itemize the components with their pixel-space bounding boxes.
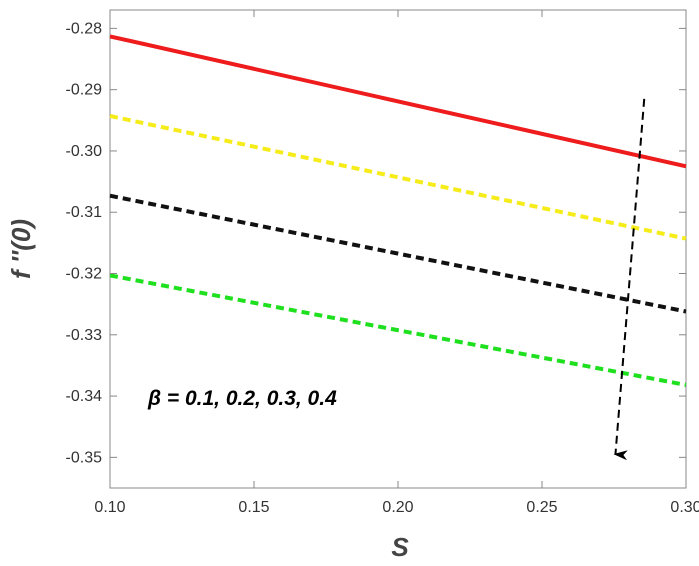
series-line-4 [109, 273, 687, 387]
x-tick-label: 0.30 [670, 499, 699, 516]
y-tick-label: -0.32 [66, 266, 103, 283]
y-tick-label: -0.29 [66, 82, 103, 99]
x-axis-title: S [391, 532, 409, 562]
x-tick-label: 0.15 [238, 499, 269, 516]
y-tick-label: -0.31 [66, 204, 103, 221]
y-tick-label: -0.34 [66, 388, 103, 405]
x-tick-label: 0.20 [382, 499, 413, 516]
x-tick-label: 0.25 [526, 499, 557, 516]
y-tick-label: -0.33 [66, 327, 103, 344]
beta-annotation: β = 0.1, 0.2, 0.3, 0.4 [147, 387, 337, 410]
y-tick-label: -0.35 [66, 449, 103, 466]
y-axis-title: f ''(0) [6, 219, 36, 279]
series-line-1 [109, 34, 687, 169]
series-line-2 [109, 114, 687, 241]
plot-frame [109, 9, 687, 489]
series-line-3 [109, 193, 687, 314]
x-tick-label: 0.10 [94, 499, 125, 516]
y-tick-label: -0.30 [66, 143, 103, 160]
trend-arrow [613, 98, 646, 461]
y-tick-label: -0.28 [66, 20, 103, 37]
